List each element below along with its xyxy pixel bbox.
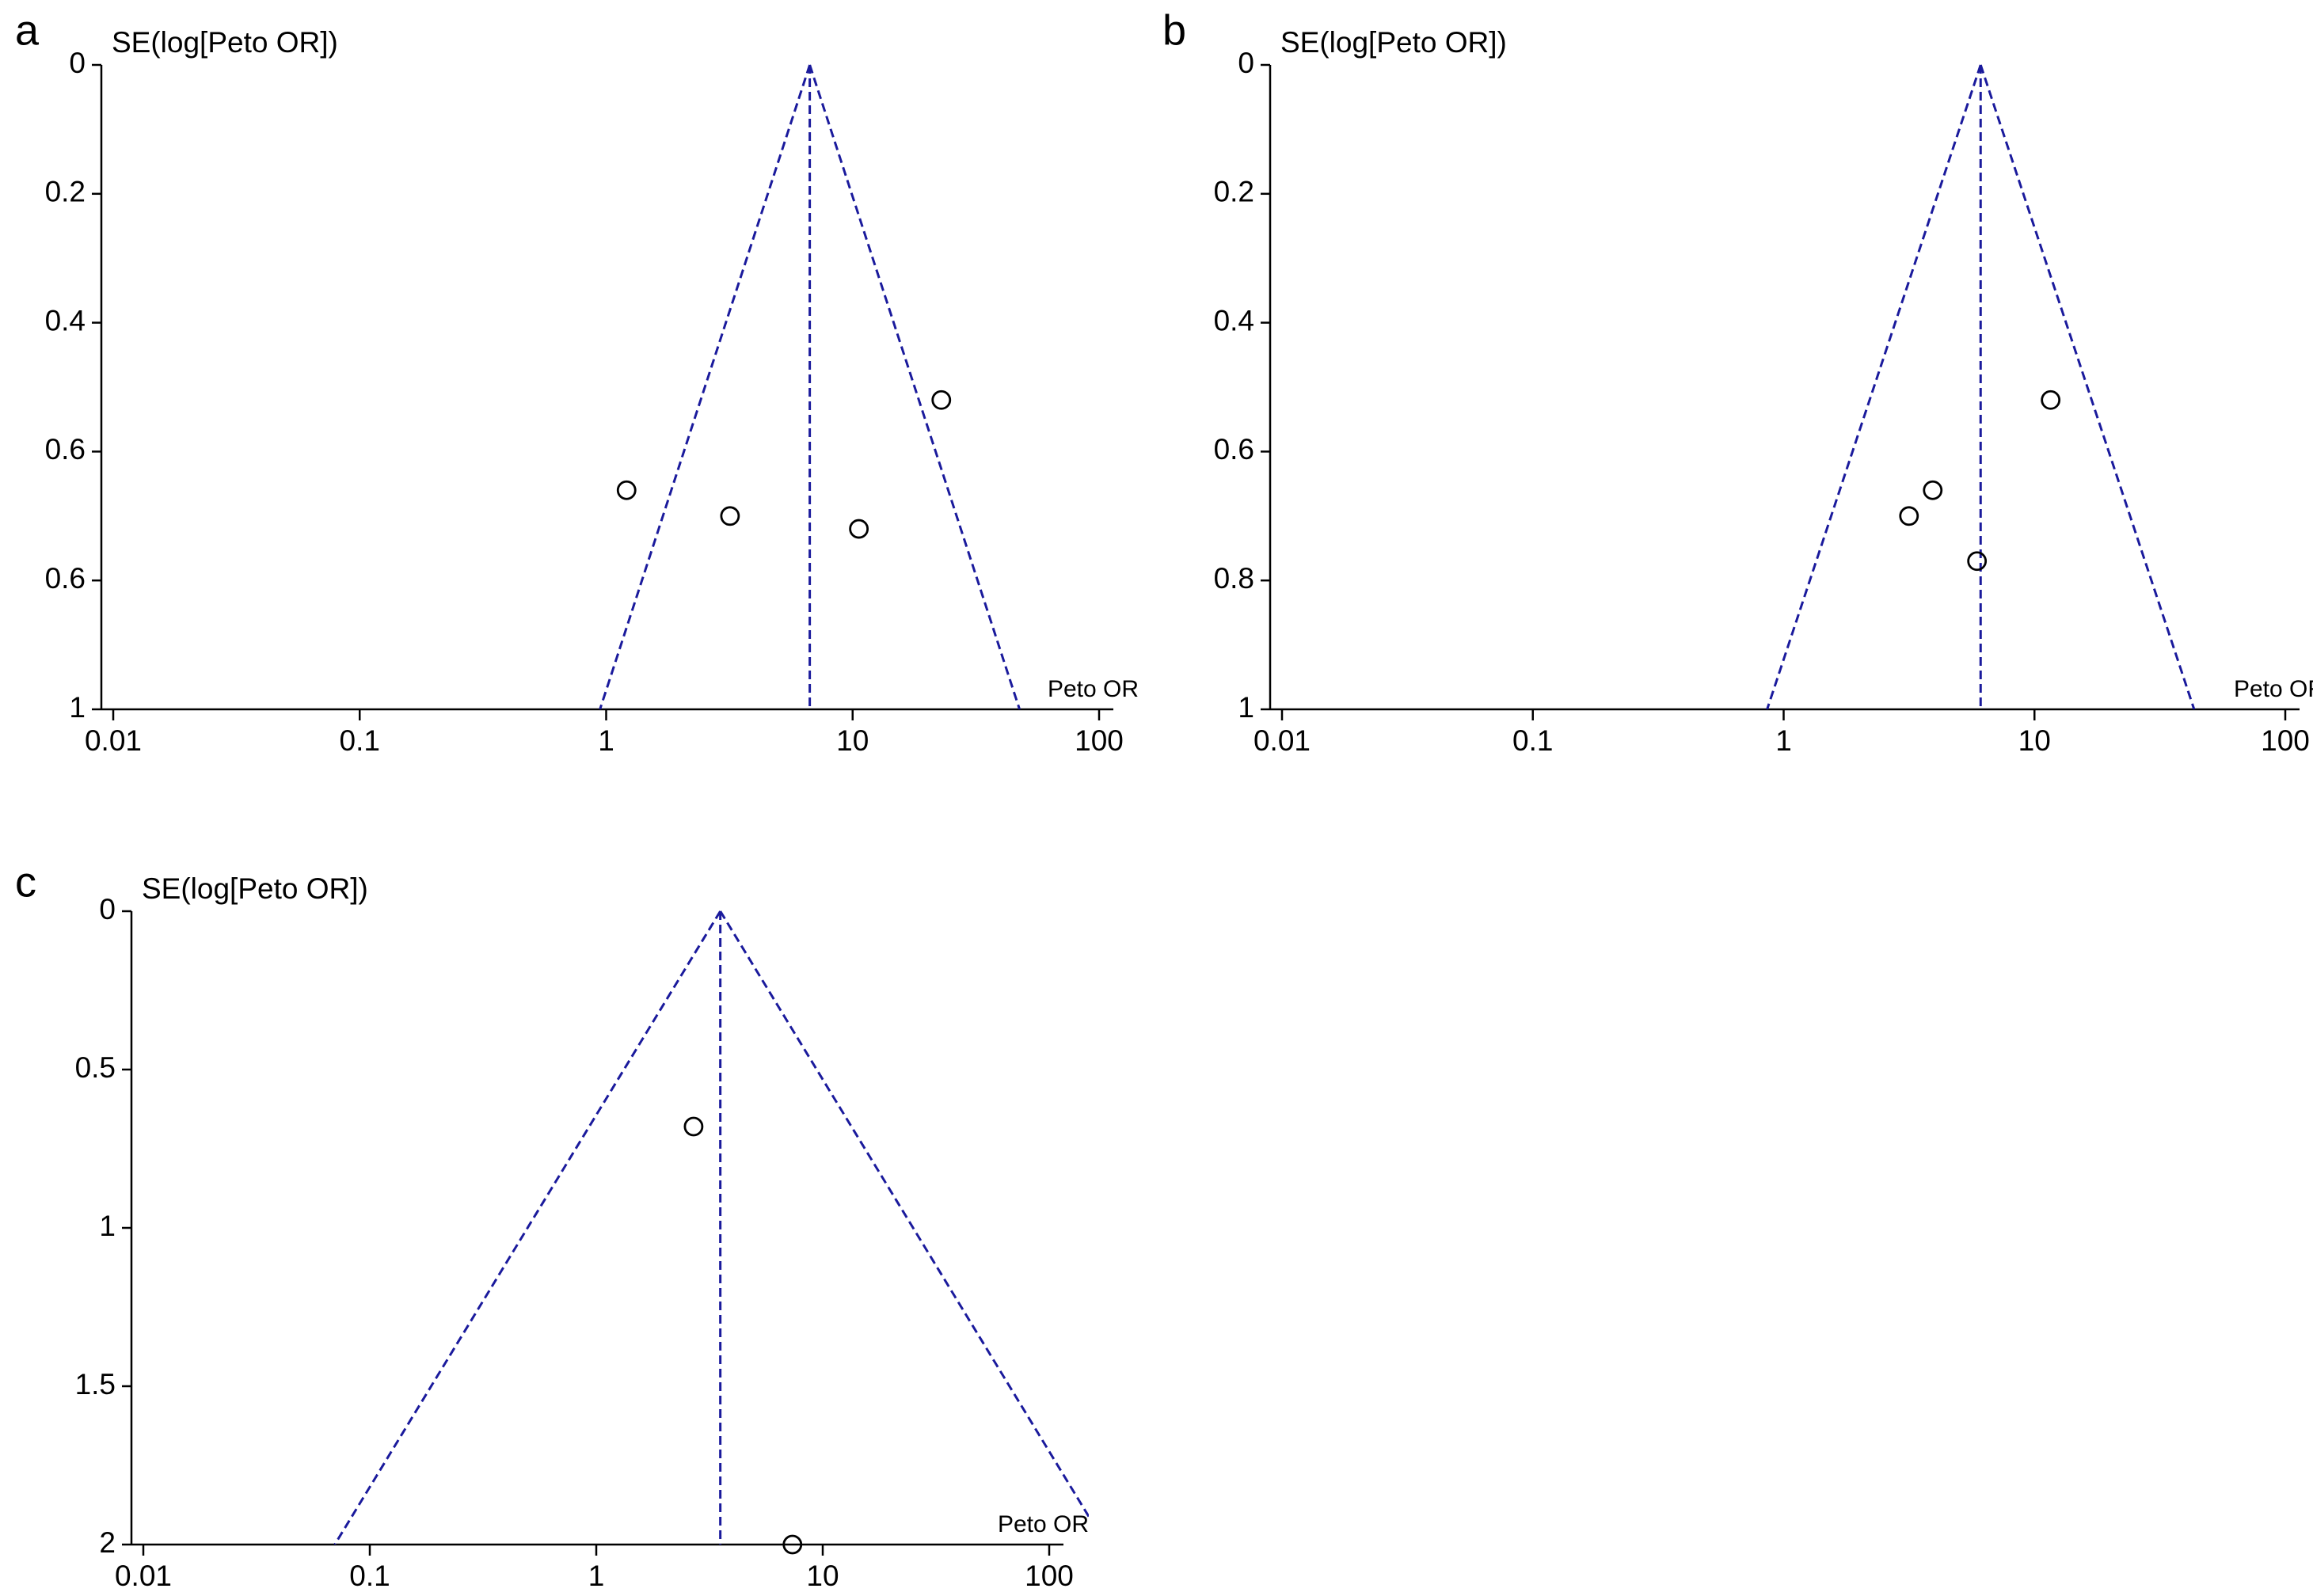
funnel-right <box>719 910 1089 1519</box>
study-point <box>683 1116 704 1137</box>
y-tick-label: 0 <box>69 47 86 79</box>
funnel-right <box>808 64 1021 709</box>
funnel-left <box>333 910 721 1545</box>
panel-label: a <box>15 6 40 54</box>
y-tick-label: 0.4 <box>45 304 86 336</box>
study-point <box>849 519 869 539</box>
x-tick-label: 0.1 <box>340 724 380 757</box>
study-point <box>2041 390 2061 410</box>
y-tick-label: 1.5 <box>75 1368 116 1400</box>
y-tick-label: 0 <box>99 893 116 925</box>
study-point <box>1899 506 1919 526</box>
y-tick-label: 2 <box>99 1526 116 1559</box>
study-point <box>931 390 952 410</box>
y-tick-label: 0 <box>1238 47 1254 79</box>
study-point <box>1967 551 1988 572</box>
y-tick-label: 0.2 <box>1214 176 1254 208</box>
x-tick-label: 1 <box>588 1560 605 1592</box>
x-tick-label: 0.01 <box>1254 724 1311 757</box>
funnel-right <box>1979 64 2196 709</box>
funnel-left <box>1766 64 1982 709</box>
y-tick-label: 0.5 <box>75 1051 116 1084</box>
y-tick-label: 0.6 <box>45 562 86 595</box>
funnel <box>599 64 1021 709</box>
study-point <box>782 1534 803 1555</box>
y-tick-label: 0.4 <box>1214 304 1254 336</box>
x-tick-label: 1 <box>598 724 614 757</box>
y-tick-label: 0.6 <box>1214 433 1254 466</box>
funnel <box>333 910 1089 1545</box>
y-axis-label: SE(log[Peto OR]) <box>112 26 338 59</box>
panel-label: b <box>1162 6 1186 54</box>
x-axis-label: Peto OR <box>1048 676 1139 702</box>
x-axis-label: Peto OR <box>2234 676 2313 702</box>
x-tick-label: 10 <box>2018 724 2051 757</box>
panel-label: c <box>15 858 36 906</box>
x-axis-label: Peto OR <box>998 1511 1089 1537</box>
funnel <box>1766 64 2196 709</box>
x-tick-label: 0.1 <box>1512 724 1553 757</box>
x-tick-label: 0.01 <box>85 724 142 757</box>
x-tick-label: 1 <box>1775 724 1792 757</box>
y-tick-label: 0.8 <box>1214 562 1254 595</box>
study-point <box>720 506 740 526</box>
y-axis-label: SE(log[Peto OR]) <box>142 872 368 905</box>
y-axis-label: SE(log[Peto OR]) <box>1280 26 1507 59</box>
funnel-left <box>599 64 812 709</box>
study-point <box>1923 480 1943 500</box>
y-tick-label: 0.2 <box>45 176 86 208</box>
funnel-plot: 0 0.5 1 1.5 20.01 0.1 1 10 100 c SE(log[Peto OR]) P… <box>15 858 1089 1592</box>
y-tick-label: 1 <box>99 1210 116 1242</box>
study-point <box>616 480 637 500</box>
x-tick-label: 10 <box>836 724 869 757</box>
y-tick-label: 1 <box>1238 691 1254 724</box>
x-tick-label: 100 <box>1025 1560 1074 1592</box>
y-tick-label: 0.6 <box>45 433 86 466</box>
x-tick-label: 100 <box>1075 724 1124 757</box>
y-tick-label: 1 <box>69 691 86 724</box>
x-tick-label: 0.1 <box>349 1560 390 1592</box>
x-tick-label: 100 <box>2261 724 2310 757</box>
x-tick-label: 0.01 <box>115 1560 172 1592</box>
x-tick-label: 10 <box>806 1560 839 1592</box>
